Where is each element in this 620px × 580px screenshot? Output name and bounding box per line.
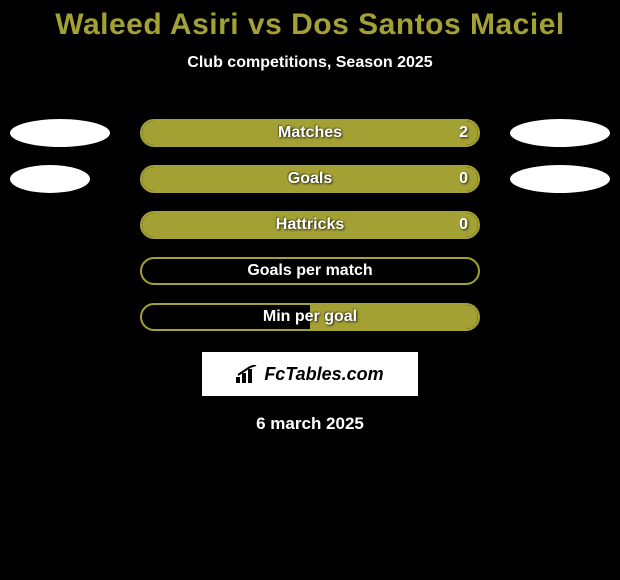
stat-row: Min per goal bbox=[0, 294, 620, 340]
subtitle: Club competitions, Season 2025 bbox=[0, 54, 620, 72]
stat-label: Matches bbox=[278, 124, 342, 142]
stat-label: Min per goal bbox=[263, 308, 357, 326]
stat-bar: Hattricks 0 bbox=[140, 211, 480, 239]
logo-text: FcTables.com bbox=[264, 364, 383, 385]
right-ellipse bbox=[510, 165, 610, 193]
stat-value: 2 bbox=[459, 124, 468, 142]
stat-row: Goals 0 bbox=[0, 156, 620, 202]
stat-bar: Goals 0 bbox=[140, 165, 480, 193]
stat-bar: Matches 2 bbox=[140, 119, 480, 147]
stat-row: Hattricks 0 bbox=[0, 202, 620, 248]
left-ellipse bbox=[10, 119, 110, 147]
left-ellipse bbox=[10, 165, 90, 193]
stat-value: 0 bbox=[459, 170, 468, 188]
stat-value: 0 bbox=[459, 216, 468, 234]
stat-row: Goals per match bbox=[0, 248, 620, 294]
logo-box: FcTables.com bbox=[202, 352, 418, 396]
date-label: 6 march 2025 bbox=[0, 414, 620, 434]
page-title: Waleed Asiri vs Dos Santos Maciel bbox=[0, 8, 620, 42]
stat-label: Goals bbox=[288, 170, 332, 188]
stat-row: Matches 2 bbox=[0, 110, 620, 156]
stat-bar: Min per goal bbox=[140, 303, 480, 331]
logo-chart-icon bbox=[236, 365, 258, 383]
infographic-container: Waleed Asiri vs Dos Santos Maciel Club c… bbox=[0, 0, 620, 434]
right-ellipse bbox=[510, 119, 610, 147]
stat-bar: Goals per match bbox=[140, 257, 480, 285]
stat-label: Goals per match bbox=[247, 262, 372, 280]
stat-rows: Matches 2 Goals 0 Hattricks 0 Goals per match M… bbox=[0, 110, 620, 340]
stat-label: Hattricks bbox=[276, 216, 344, 234]
